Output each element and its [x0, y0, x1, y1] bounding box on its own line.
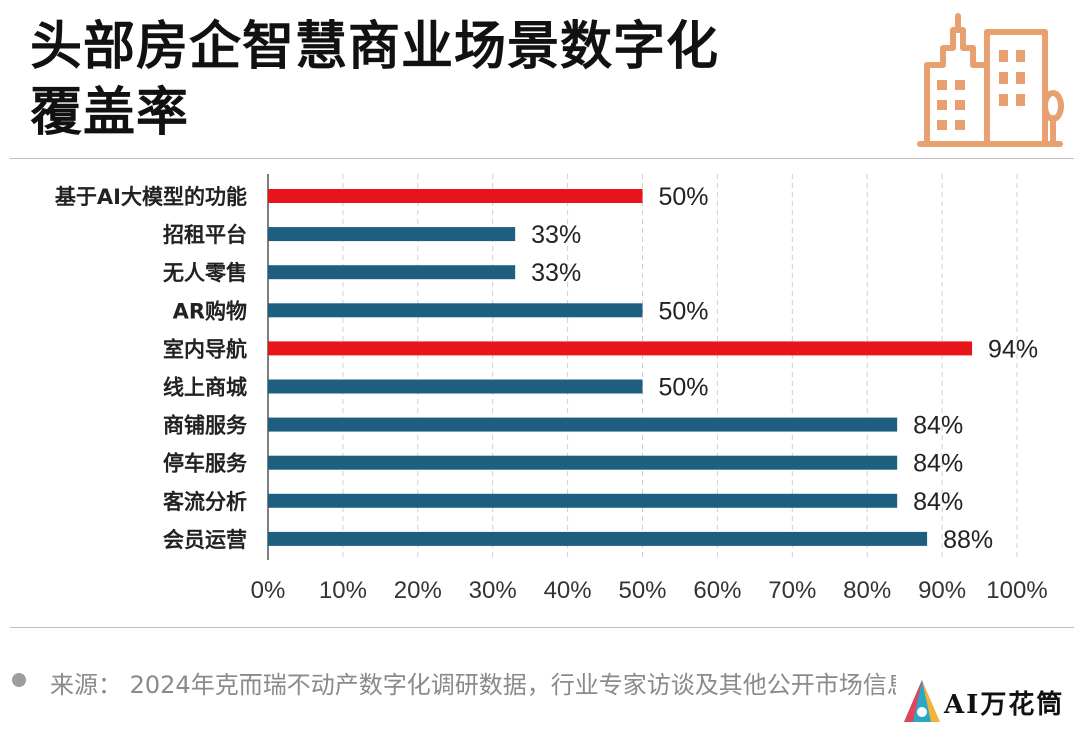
bar [268, 417, 898, 432]
bar [268, 493, 898, 508]
x-tick-label: 20% [394, 577, 442, 604]
source-note: 来源： 2024年克而瑞不动产数字化调研数据，行业专家访谈及其他公开市场信息 [50, 671, 911, 699]
data-label: 94% [988, 335, 1038, 363]
category-label: 无人零售 [163, 261, 247, 285]
category-label: 基于AI大模型的功能 [55, 185, 247, 209]
x-tick-label: 30% [469, 577, 517, 604]
category-label: 客流分析 [163, 490, 247, 514]
category-label: 线上商城 [163, 376, 247, 400]
x-tick-label: 60% [693, 577, 741, 604]
bar [268, 379, 643, 394]
bar [268, 189, 643, 203]
data-label: 84% [913, 450, 963, 478]
bottom-divider [10, 627, 1074, 628]
data-label: 84% [913, 488, 963, 516]
title-line-1: 头部房企智慧商业场景数字化 [30, 17, 720, 77]
top-divider [10, 158, 1074, 159]
x-tick-label: 90% [918, 577, 966, 604]
x-tick-label: 80% [843, 577, 891, 604]
title-line-2: 覆盖率 [30, 83, 190, 143]
bar [268, 455, 898, 470]
category-label: AR购物 [173, 299, 247, 323]
footer: 来源： 2024年克而瑞不动产数字化调研数据，行业专家访谈及其他公开市场信息 [0, 655, 1080, 705]
bar [268, 531, 928, 546]
x-tick-label: 70% [768, 577, 816, 604]
x-tick-label: 0% [251, 577, 286, 604]
data-label: 50% [659, 374, 709, 402]
x-tick-label: 50% [618, 577, 666, 604]
data-label: 50% [659, 183, 709, 211]
category-label: 停车服务 [163, 452, 248, 476]
bar [268, 341, 973, 356]
brand-name: AI万花筒 [944, 690, 1065, 720]
category-label: 室内导航 [163, 337, 247, 361]
bar [268, 303, 643, 318]
data-label: 84% [913, 412, 963, 440]
kaleidoscope-logo-icon [904, 680, 940, 722]
buildings-icon [917, 13, 1064, 147]
bar-chart: 0% 10% 20% 30% 40% 50% 60% 70% 80% 90% 100% 基于AI大模型… [55, 174, 1048, 604]
data-label: 88% [943, 526, 993, 554]
bar [268, 265, 516, 280]
category-label: 商铺服务 [163, 414, 248, 438]
bullet-icon [12, 673, 26, 687]
x-tick-label: 40% [544, 577, 592, 604]
x-tick-label: 100% [986, 577, 1047, 604]
page-title: 头部房企智慧商业场景数字化 覆盖率 [30, 14, 870, 146]
data-label: 33% [531, 221, 581, 249]
x-tick-label: 10% [319, 577, 367, 604]
data-label: 33% [531, 259, 581, 287]
category-label: 招租平台 [163, 223, 247, 247]
brand-watermark: AI万花筒 [896, 672, 1072, 732]
bar [268, 227, 516, 242]
category-label: 会员运营 [163, 528, 247, 552]
data-label: 50% [659, 297, 709, 325]
